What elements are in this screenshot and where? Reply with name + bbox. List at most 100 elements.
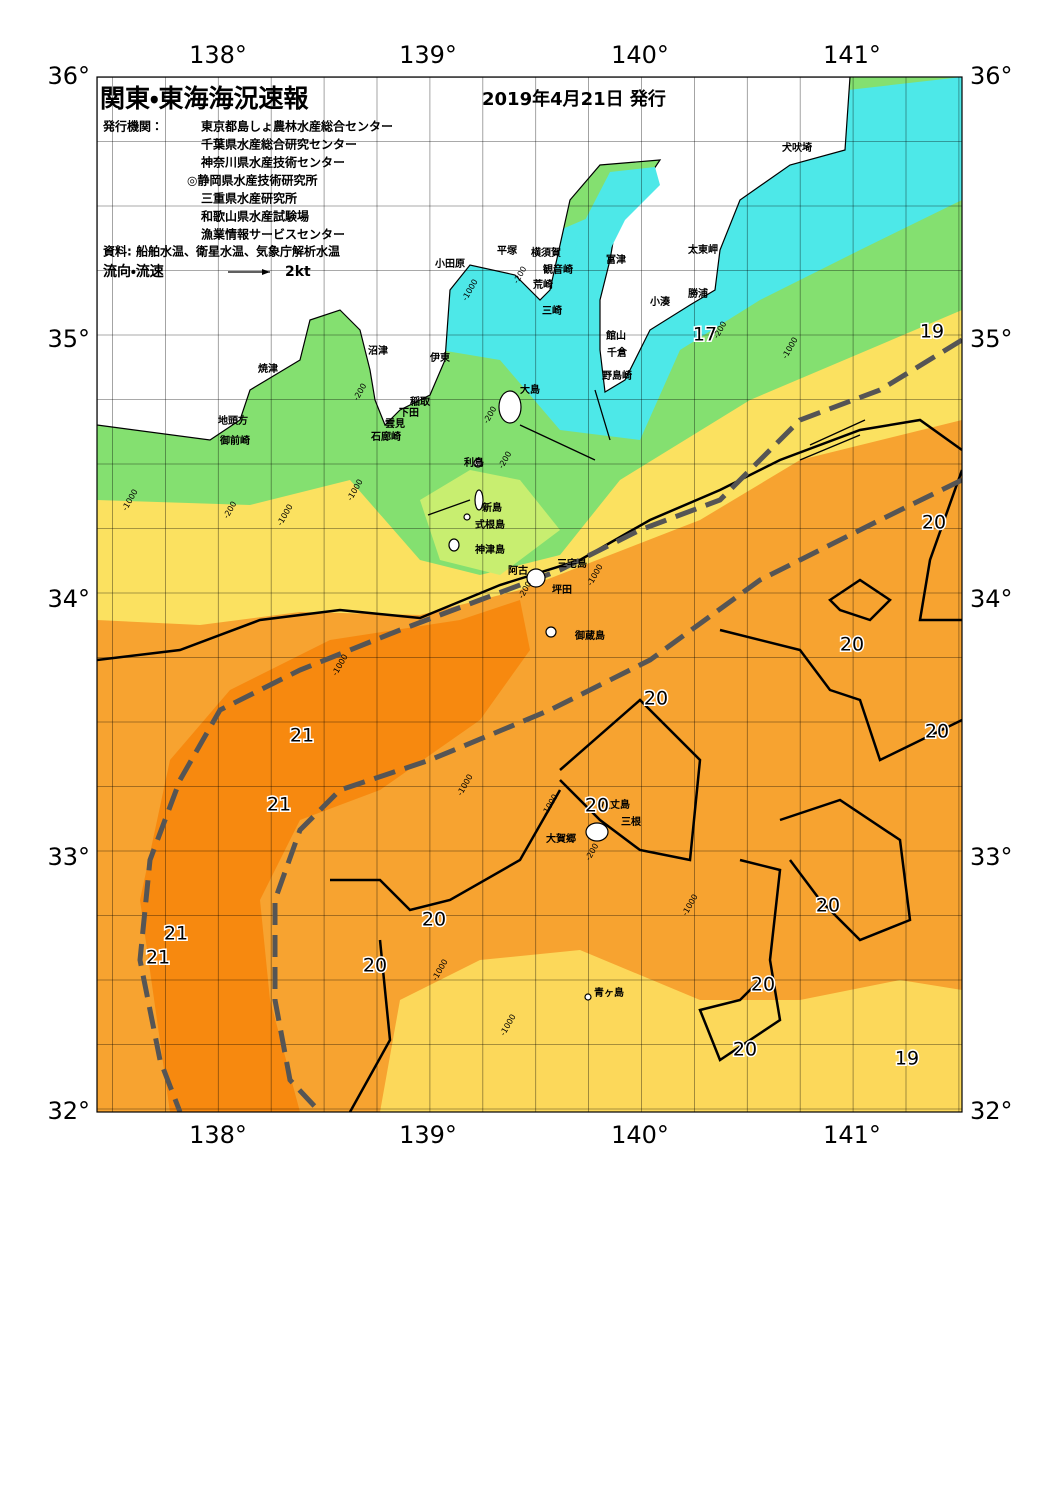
contour-label: 20 xyxy=(922,512,946,534)
lat-label: 32° xyxy=(970,1097,1013,1125)
contour-label: 21 xyxy=(290,725,314,747)
zone-19 xyxy=(380,950,962,1112)
isotherm xyxy=(719,628,962,762)
isotherm xyxy=(348,939,392,1112)
lon-label: 139° xyxy=(399,41,457,69)
place-name: 坪田 xyxy=(552,583,572,596)
contour-label: 20 xyxy=(585,795,609,817)
place-name: 三崎 xyxy=(542,304,562,317)
isotherm xyxy=(330,789,562,912)
lat-label: 34° xyxy=(47,585,90,613)
contour-label: 21 xyxy=(146,947,170,969)
place-name: 館山 xyxy=(605,329,626,342)
lat-label: 36° xyxy=(970,62,1013,90)
place-name: 小湊 xyxy=(649,295,671,308)
place-name: 地頭方 xyxy=(218,414,248,427)
place-name: 平塚 xyxy=(497,244,518,257)
legend-scale: 2kt xyxy=(285,264,311,280)
island xyxy=(584,993,592,1001)
place-name: 観音崎 xyxy=(543,263,573,276)
place-name: 神津島 xyxy=(474,543,505,556)
place-name: 下田 xyxy=(399,407,419,419)
place-name: 伊東 xyxy=(429,351,450,364)
lon-label: 141° xyxy=(823,1121,881,1149)
place-name: 雲見 xyxy=(385,418,405,430)
publisher-label: 発行機関： xyxy=(102,119,163,134)
place-name: 大島 xyxy=(520,383,540,396)
contour-label: 20 xyxy=(751,974,775,996)
contour-label: 19 xyxy=(895,1048,919,1070)
contour-label: 20 xyxy=(733,1039,757,1061)
publisher: 和歌山県水産試験場 xyxy=(200,209,309,224)
sources: 資料: 船舶水温、衛星水温、気象庁解析水温 xyxy=(103,244,340,259)
place-name: 焼津 xyxy=(258,362,278,375)
grid xyxy=(97,77,962,1112)
place-name: 御前崎 xyxy=(219,434,250,447)
place-name: 八丈島 xyxy=(600,798,630,811)
legend-arrowhead xyxy=(262,269,270,275)
island xyxy=(448,538,460,552)
publisher: ◎静岡県水産技術研究所 xyxy=(187,173,317,188)
island xyxy=(526,568,546,588)
place-name: 三宅島 xyxy=(557,557,587,570)
lat-label: 34° xyxy=(970,585,1013,613)
lat-label: 35° xyxy=(970,325,1013,353)
lon-label: 141° xyxy=(823,41,881,69)
legend-label: 流向・流速 xyxy=(103,263,164,280)
isotherms xyxy=(97,418,962,1112)
current-arrow xyxy=(427,389,866,516)
place-name: 千倉 xyxy=(607,346,628,359)
lat-label: 33° xyxy=(970,843,1013,871)
issue-date: 2019年4月21日 発行 xyxy=(482,88,666,110)
lon-label: 138° xyxy=(189,41,247,69)
current-arrows xyxy=(427,389,866,516)
contour-label: 20 xyxy=(840,634,864,656)
place-name: 小田原 xyxy=(434,257,465,270)
map-frame xyxy=(96,76,963,1113)
island xyxy=(498,390,522,424)
contour-label: 19 xyxy=(920,321,944,343)
zone-21 xyxy=(140,600,530,1112)
lon-label: 140° xyxy=(611,1121,669,1149)
tokyo-bay xyxy=(570,167,660,290)
contour-label: 17 xyxy=(693,324,717,346)
contour-label: 20 xyxy=(925,721,949,743)
island xyxy=(463,513,471,521)
lat-label: 32° xyxy=(47,1097,90,1125)
place-name: 稲取 xyxy=(410,395,431,408)
contour-label: 20 xyxy=(644,688,668,710)
lon-label: 138° xyxy=(189,1121,247,1149)
land xyxy=(97,77,851,441)
place-name: 青ヶ島 xyxy=(594,986,624,999)
isotherm xyxy=(97,418,962,662)
place-name: 御蔵島 xyxy=(574,629,605,642)
isotherm xyxy=(698,858,782,1062)
lat-label: 35° xyxy=(47,325,90,353)
lat-label: 36° xyxy=(47,62,90,90)
place-name: 式根島 xyxy=(475,518,505,531)
contour-label: 21 xyxy=(164,923,188,945)
sea-temperature xyxy=(97,77,962,1112)
lon-label: 139° xyxy=(399,1121,457,1149)
place-name: 野島崎 xyxy=(602,369,632,382)
place-name: 大賀郷 xyxy=(546,832,576,845)
isotherm xyxy=(918,469,962,622)
place-name: 犬吠埼 xyxy=(782,141,812,154)
place-name: 利島 xyxy=(464,456,484,469)
isotherm xyxy=(828,578,892,622)
contour-label: 20 xyxy=(422,909,446,931)
place-name: 新島 xyxy=(481,501,502,514)
island xyxy=(585,822,609,842)
islands xyxy=(448,390,609,1001)
kuroshio-edge xyxy=(272,477,962,1112)
place-name: 沼津 xyxy=(368,344,388,357)
title: 関東・東海海況速報 xyxy=(100,84,310,113)
place-name: 富津 xyxy=(606,253,626,266)
place-name: 荒崎 xyxy=(532,278,553,291)
island xyxy=(474,489,484,511)
place-name: 石廊崎 xyxy=(370,430,401,443)
publisher: 三重県水産研究所 xyxy=(201,191,297,206)
place-name: 阿古 xyxy=(508,564,528,577)
